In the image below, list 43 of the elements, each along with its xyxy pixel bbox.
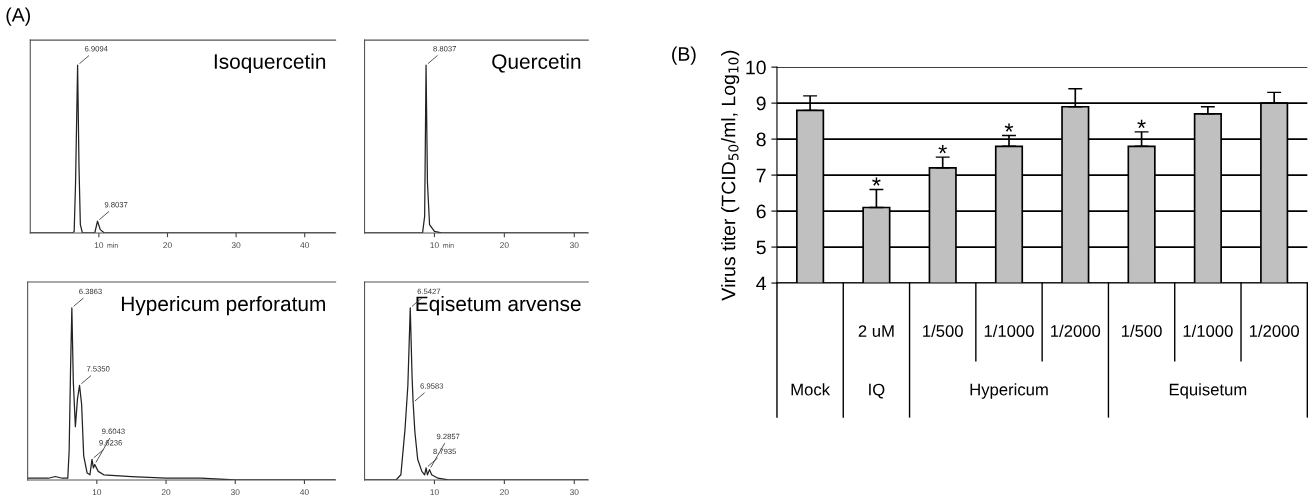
x-tick-label: 40 xyxy=(300,242,310,249)
y-axis-title: Virus titer (TCID$_{50}$/ml, Log$_{10}$) xyxy=(721,50,740,301)
text: Mock xyxy=(791,383,831,396)
x-tick-label: 20 xyxy=(500,242,509,249)
x-tick-label: 20 xyxy=(163,242,172,249)
y-tick-label: 9 xyxy=(756,96,766,111)
x-tick-label: 10 xyxy=(430,489,439,496)
x-tick-label: 20 xyxy=(161,489,171,496)
x-tick-label: 1/1000 xyxy=(1183,324,1233,337)
y-tick-label: 8 xyxy=(756,132,766,147)
x-tick-label: 2 uM xyxy=(858,325,894,337)
text: Hypericum xyxy=(970,383,1048,399)
y-tick-label: 6 xyxy=(756,204,766,219)
x-tick-label: 30 xyxy=(569,489,579,496)
data-label: * xyxy=(1004,123,1014,132)
chart-title: Eqisetum arvense xyxy=(416,295,581,316)
y-tick-label: 4 xyxy=(756,276,766,291)
x-tick-label: 10 xyxy=(430,242,439,249)
x-tick-label: 30 xyxy=(569,242,579,249)
x-tick-label: 1/1000 xyxy=(984,324,1034,337)
x-tick-label: 20 xyxy=(500,489,509,496)
x-tick-label: 40 xyxy=(300,489,309,496)
x-tick-label: 30 xyxy=(231,242,241,249)
data-label: * xyxy=(1137,119,1146,129)
x-tick-label: 1/500 xyxy=(923,324,963,337)
x-tick-label: 10 xyxy=(94,242,104,249)
chart-title: Quercetin xyxy=(492,53,581,73)
y-tick-label: 10 xyxy=(746,60,766,75)
x-tick-label: 1/500 xyxy=(1122,324,1162,337)
data-label: * xyxy=(872,177,881,186)
chart-title: Isoquercetin xyxy=(214,53,326,73)
y-tick-label: 5 xyxy=(756,240,766,255)
x-tick-label: 1/2000 xyxy=(1051,324,1101,337)
x-tick-label: 30 xyxy=(230,489,240,496)
x-tick-label: 10 xyxy=(92,489,102,496)
y-tick-label: 7 xyxy=(756,168,766,183)
text: (A) xyxy=(6,7,30,26)
chart-title: (B) xyxy=(672,46,696,65)
data-label: * xyxy=(938,145,947,154)
text: IQ xyxy=(869,383,885,399)
text: Equisetum xyxy=(1169,383,1247,399)
x-tick-label: 1/2000 xyxy=(1249,324,1300,337)
chart-title: Hypericum perforatum xyxy=(121,295,325,316)
